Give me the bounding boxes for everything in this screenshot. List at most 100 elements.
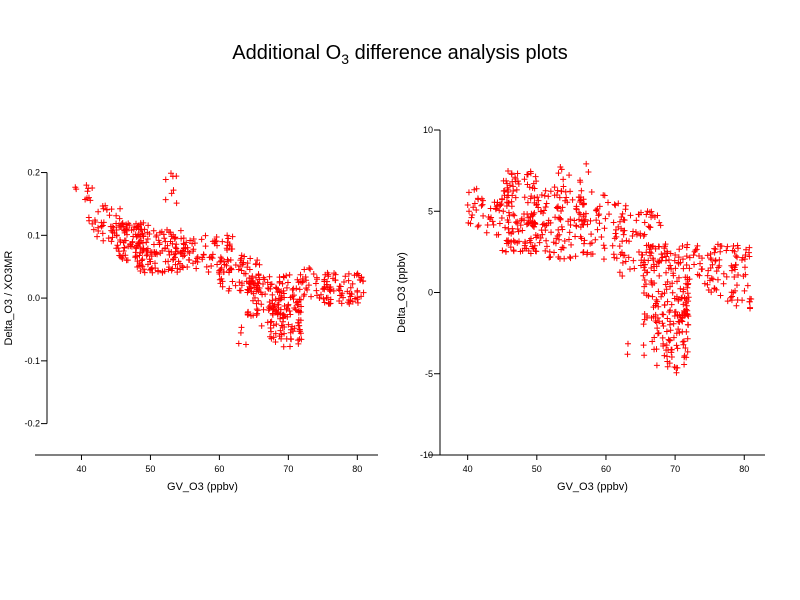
data-point [218, 255, 225, 262]
data-point [513, 186, 520, 193]
data-point [748, 296, 755, 303]
data-point [155, 268, 162, 275]
data-point [532, 248, 539, 255]
data-point [554, 187, 561, 194]
data-point [502, 224, 509, 231]
data-point [547, 188, 554, 195]
data-point [105, 235, 112, 242]
data-point [168, 249, 175, 256]
data-point [494, 199, 501, 206]
data-point [498, 214, 505, 221]
data-point [579, 221, 586, 228]
data-point [581, 237, 588, 244]
data-point [582, 216, 589, 223]
data-point [588, 240, 595, 247]
data-point [685, 294, 692, 301]
data-point [559, 244, 566, 251]
data-point [674, 345, 681, 352]
data-point [120, 248, 127, 255]
data-point [643, 314, 650, 321]
data-point [265, 285, 272, 292]
data-point [645, 223, 652, 230]
data-point [295, 322, 302, 329]
data-point [605, 199, 612, 206]
data-point [663, 286, 670, 293]
data-point [542, 187, 549, 194]
data-point [665, 256, 672, 263]
data-point [261, 276, 268, 283]
data-point [280, 273, 287, 280]
data-point [95, 208, 102, 215]
data-point [208, 263, 215, 269]
data-point [595, 212, 602, 219]
data-point [619, 259, 626, 266]
data-point [495, 231, 502, 238]
data-point [293, 285, 300, 292]
data-point [217, 266, 224, 273]
data-point [299, 275, 306, 282]
data-point [680, 341, 687, 348]
data-point [656, 243, 663, 250]
data-point [572, 233, 579, 240]
data-point [646, 224, 653, 231]
data-point [143, 239, 150, 246]
data-point [260, 306, 267, 313]
data-point [336, 298, 343, 305]
data-point [681, 361, 688, 368]
data-point [332, 271, 339, 278]
data-point [663, 342, 670, 349]
data-point [661, 301, 668, 308]
data-point [84, 188, 91, 195]
data-point [139, 256, 146, 263]
data-point [239, 261, 246, 268]
data-point [238, 267, 245, 274]
data-point [194, 254, 201, 261]
data-point [131, 224, 138, 231]
data-point [264, 279, 271, 286]
data-point [214, 242, 221, 249]
data-point [656, 219, 663, 226]
data-point [701, 280, 708, 287]
data-point [136, 252, 143, 259]
data-point [620, 216, 627, 223]
data-point [684, 284, 691, 291]
data-point [620, 252, 627, 259]
data-point [85, 194, 92, 201]
data-point [205, 268, 212, 275]
data-point [581, 218, 588, 225]
data-point [527, 235, 534, 242]
data-point [305, 282, 312, 289]
data-point [512, 174, 519, 181]
data-point [220, 269, 227, 276]
data-point [269, 291, 276, 298]
data-point [538, 227, 545, 234]
data-point [685, 321, 692, 328]
data-point [664, 298, 671, 305]
data-point [291, 325, 298, 332]
data-point [269, 310, 276, 317]
data-point [258, 322, 265, 329]
data-point [258, 301, 265, 308]
data-point [641, 267, 648, 274]
data-point [190, 248, 197, 255]
data-point [471, 186, 478, 193]
data-point [360, 277, 367, 284]
data-point [486, 215, 493, 222]
data-point [675, 254, 682, 261]
data-point [278, 322, 285, 329]
data-point [558, 223, 565, 230]
data-point [575, 216, 582, 223]
data-point [89, 220, 96, 227]
data-point [136, 239, 143, 246]
x-tick-label: 40 [463, 464, 473, 474]
data-point [465, 189, 472, 196]
data-point [193, 255, 200, 262]
data-point [677, 259, 684, 266]
data-point [122, 237, 129, 244]
data-point [140, 246, 147, 253]
data-point [728, 262, 735, 269]
data-point [640, 272, 647, 279]
data-point [469, 211, 476, 218]
data-point [712, 257, 719, 264]
